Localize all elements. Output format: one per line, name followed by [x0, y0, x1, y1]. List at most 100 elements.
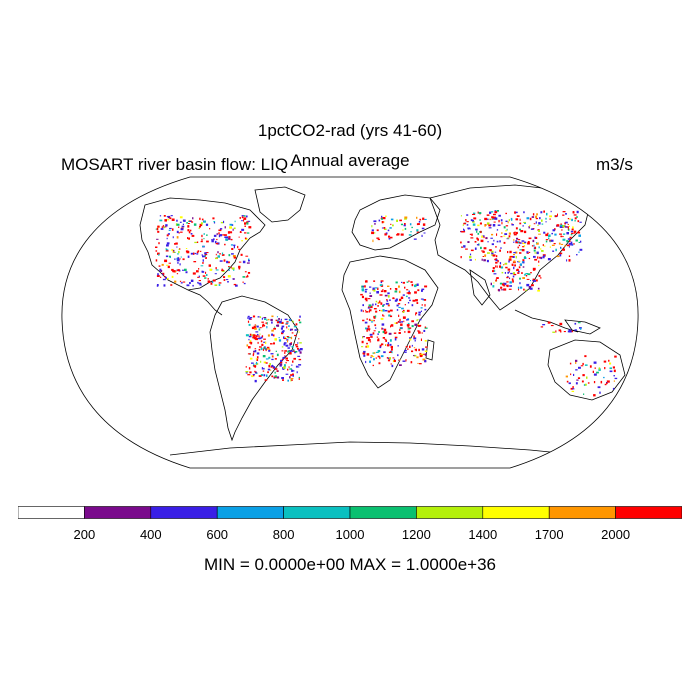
river-cell	[417, 223, 420, 225]
river-cell	[361, 295, 364, 299]
river-cell	[557, 213, 558, 216]
river-cell	[511, 224, 514, 226]
river-cell	[423, 329, 426, 332]
river-cell	[171, 275, 174, 278]
river-cell	[475, 228, 478, 231]
river-cell	[368, 318, 371, 321]
river-cell	[414, 284, 417, 288]
river-cell	[397, 320, 400, 323]
river-cell	[156, 274, 160, 277]
river-cell	[259, 346, 262, 348]
river-cell	[203, 233, 205, 235]
river-cell	[370, 319, 373, 321]
river-cell	[380, 290, 384, 293]
river-cell	[370, 356, 372, 359]
river-cell	[418, 363, 422, 365]
river-cell	[292, 360, 294, 363]
river-cell	[463, 229, 465, 232]
river-cell	[245, 334, 249, 337]
river-cell	[283, 342, 287, 344]
river-cell	[411, 304, 414, 307]
river-cell	[397, 303, 401, 305]
river-cell	[364, 290, 367, 293]
river-cell	[537, 256, 539, 259]
river-cell	[402, 309, 405, 312]
river-cell	[400, 323, 403, 326]
river-cell	[266, 374, 268, 377]
river-cell	[160, 228, 164, 230]
river-cell	[238, 265, 241, 269]
river-cell	[162, 273, 164, 276]
river-cell	[390, 309, 393, 312]
river-cell	[176, 223, 180, 226]
river-cell	[538, 274, 541, 277]
river-cell	[285, 322, 289, 324]
river-cell	[254, 324, 256, 326]
river-cell	[538, 264, 540, 267]
river-cell	[566, 259, 568, 262]
river-cell	[406, 324, 410, 327]
river-cell	[508, 258, 512, 261]
river-cell	[248, 226, 252, 229]
river-cell	[294, 352, 296, 354]
river-cell	[272, 356, 274, 358]
river-cell	[163, 284, 166, 287]
river-cell	[245, 215, 248, 218]
river-cell	[261, 335, 264, 338]
river-cell	[392, 357, 395, 359]
river-cell	[593, 373, 597, 376]
river-cell	[560, 224, 563, 227]
river-cell	[505, 230, 507, 232]
river-cell	[492, 267, 495, 270]
colorbar-tick-label: 800	[272, 527, 295, 542]
river-cell	[199, 226, 201, 228]
river-cell	[285, 362, 287, 364]
river-cell	[287, 379, 289, 382]
river-cell	[283, 343, 286, 346]
river-cell	[514, 231, 516, 234]
river-cell	[503, 235, 506, 237]
river-cell	[606, 382, 608, 384]
river-cell	[524, 222, 526, 224]
river-cell	[208, 264, 211, 267]
river-cell	[234, 220, 236, 223]
river-cell	[417, 319, 419, 321]
river-cell	[499, 240, 501, 243]
river-cell	[494, 210, 497, 212]
river-cell	[374, 223, 376, 225]
river-cell	[398, 306, 401, 308]
river-cell	[542, 324, 546, 326]
river-cell	[565, 213, 567, 215]
river-cell	[201, 234, 203, 238]
river-cell	[253, 350, 256, 353]
river-cell	[167, 219, 170, 221]
river-cell	[372, 332, 375, 335]
river-cell	[214, 284, 218, 286]
river-cell	[222, 234, 225, 236]
river-cell	[510, 272, 513, 275]
river-cell	[363, 352, 365, 354]
river-cell	[372, 232, 376, 234]
river-cell	[407, 348, 409, 350]
river-cell	[209, 268, 213, 271]
river-cell	[262, 355, 266, 358]
river-cell	[421, 288, 425, 291]
river-cell	[495, 280, 498, 282]
river-cell	[373, 358, 375, 361]
river-cell	[361, 290, 365, 292]
river-cell	[518, 244, 521, 247]
river-cell	[286, 336, 289, 338]
river-cell	[253, 334, 256, 337]
river-cell	[381, 215, 383, 218]
river-cell	[295, 344, 298, 346]
river-cell	[187, 225, 190, 228]
river-cell	[592, 370, 594, 373]
river-cell	[247, 374, 251, 376]
river-cell	[230, 266, 232, 269]
river-cell	[260, 336, 263, 339]
river-cell	[496, 233, 498, 236]
river-cell	[556, 224, 560, 227]
river-cell	[177, 262, 179, 264]
river-cell	[543, 245, 546, 247]
river-cell	[231, 253, 234, 255]
